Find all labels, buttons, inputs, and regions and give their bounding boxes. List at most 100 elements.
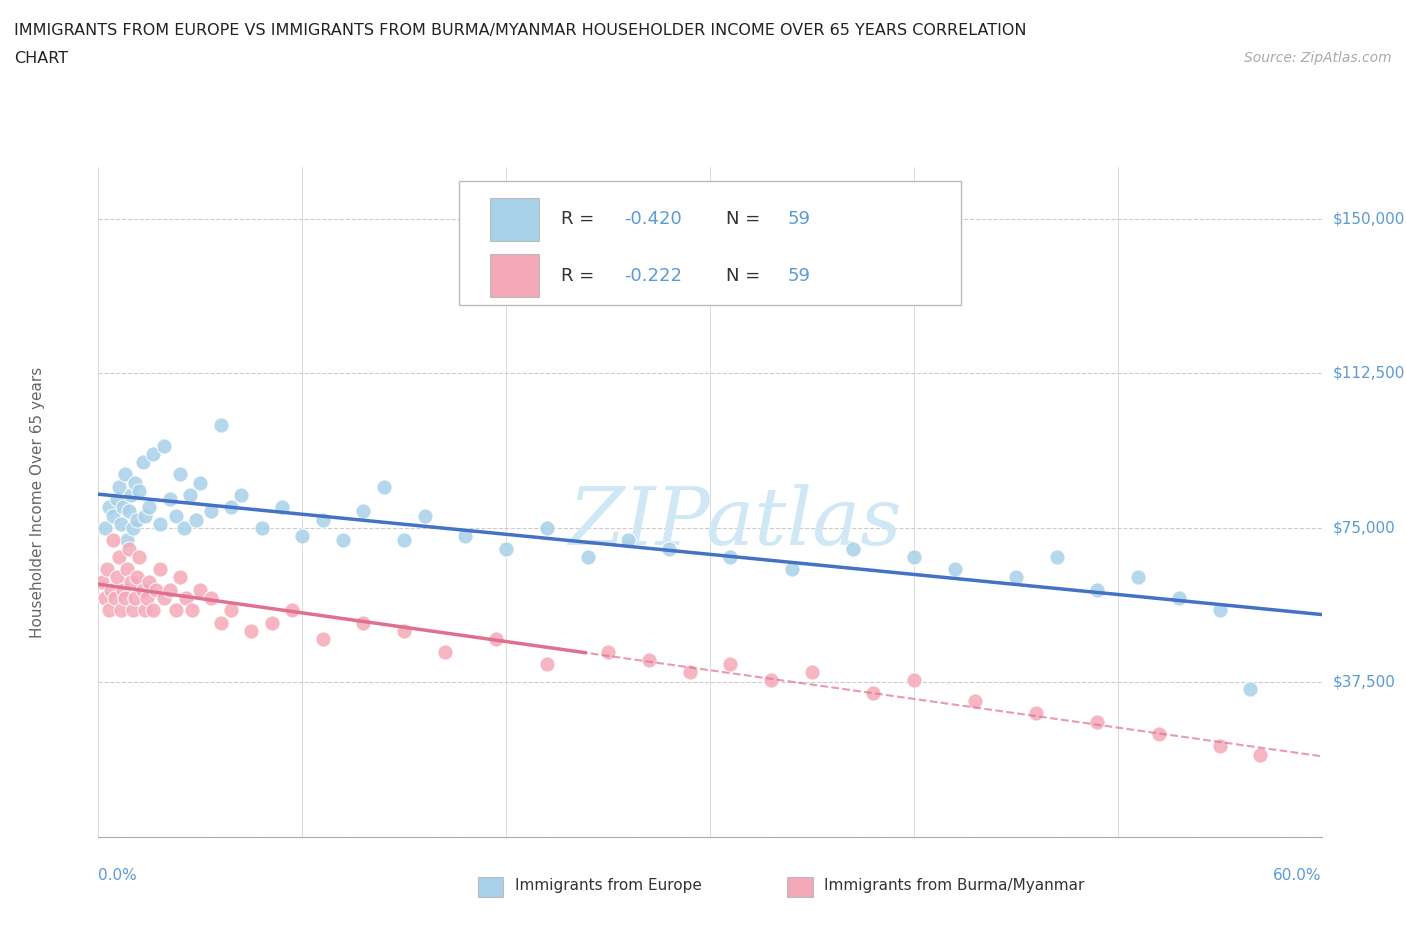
Point bbox=[93, 591, 115, 605]
Point bbox=[138, 574, 160, 589]
Point bbox=[134, 508, 156, 523]
Text: N =: N = bbox=[725, 267, 766, 285]
Point bbox=[134, 603, 156, 618]
Point bbox=[862, 685, 884, 700]
Text: CHART: CHART bbox=[14, 51, 67, 66]
Point bbox=[1167, 591, 1189, 605]
Point bbox=[165, 603, 187, 618]
Point bbox=[110, 603, 132, 618]
Point bbox=[132, 582, 155, 597]
Point bbox=[231, 487, 253, 502]
Text: 60.0%: 60.0% bbox=[1274, 868, 1322, 883]
Point bbox=[188, 475, 212, 490]
Point bbox=[312, 631, 335, 646]
Point bbox=[174, 591, 197, 605]
Point bbox=[114, 467, 136, 482]
Point bbox=[209, 616, 232, 631]
Text: $150,000: $150,000 bbox=[1333, 211, 1405, 226]
Text: N =: N = bbox=[725, 210, 766, 228]
Point bbox=[761, 673, 783, 688]
Point bbox=[943, 562, 966, 577]
Point bbox=[903, 673, 925, 688]
Text: Source: ZipAtlas.com: Source: ZipAtlas.com bbox=[1244, 51, 1392, 65]
Text: $37,500: $37,500 bbox=[1333, 675, 1396, 690]
Text: Householder Income Over 65 years: Householder Income Over 65 years bbox=[30, 366, 45, 638]
Point bbox=[159, 582, 181, 597]
Point bbox=[1209, 603, 1232, 618]
Point bbox=[637, 652, 661, 667]
Point bbox=[188, 582, 212, 597]
Point bbox=[173, 521, 195, 536]
Point bbox=[1085, 582, 1108, 597]
Point bbox=[108, 479, 131, 494]
FancyBboxPatch shape bbox=[460, 180, 960, 305]
Point bbox=[181, 603, 204, 618]
Point bbox=[617, 533, 640, 548]
Point bbox=[108, 550, 131, 565]
Point bbox=[373, 479, 395, 494]
Point bbox=[169, 467, 191, 482]
Point bbox=[679, 665, 702, 680]
Point bbox=[93, 521, 115, 536]
Point bbox=[138, 500, 160, 515]
Text: -0.420: -0.420 bbox=[624, 210, 682, 228]
Text: 59: 59 bbox=[787, 210, 810, 228]
Point bbox=[1045, 550, 1069, 565]
Point bbox=[332, 533, 354, 548]
Text: R =: R = bbox=[561, 210, 600, 228]
Point bbox=[454, 529, 477, 544]
Point bbox=[122, 521, 145, 536]
Point bbox=[104, 591, 127, 605]
Point bbox=[392, 623, 416, 638]
Text: Immigrants from Burma/Myanmar: Immigrants from Burma/Myanmar bbox=[824, 878, 1084, 893]
Point bbox=[127, 570, 149, 585]
Point bbox=[903, 550, 925, 565]
Point bbox=[97, 603, 120, 618]
Point bbox=[105, 492, 128, 507]
Point bbox=[152, 591, 174, 605]
Point bbox=[219, 500, 242, 515]
Point bbox=[91, 574, 114, 589]
Point bbox=[1209, 739, 1232, 754]
Point bbox=[260, 616, 283, 631]
Point bbox=[1249, 747, 1271, 762]
Point bbox=[149, 516, 172, 531]
Point bbox=[841, 541, 863, 556]
Text: $75,000: $75,000 bbox=[1333, 521, 1396, 536]
Point bbox=[434, 644, 457, 659]
Point bbox=[392, 533, 416, 548]
Text: 59: 59 bbox=[787, 267, 810, 285]
Point bbox=[128, 484, 150, 498]
Point bbox=[186, 512, 208, 527]
Point bbox=[495, 541, 517, 556]
Point bbox=[152, 438, 174, 453]
Point bbox=[142, 446, 165, 461]
Point bbox=[658, 541, 681, 556]
Point bbox=[145, 582, 167, 597]
Point bbox=[142, 603, 165, 618]
Point bbox=[118, 504, 141, 519]
Text: IMMIGRANTS FROM EUROPE VS IMMIGRANTS FROM BURMA/MYANMAR HOUSEHOLDER INCOME OVER : IMMIGRANTS FROM EUROPE VS IMMIGRANTS FRO… bbox=[14, 23, 1026, 38]
Point bbox=[312, 512, 335, 527]
Text: -0.222: -0.222 bbox=[624, 267, 682, 285]
Point bbox=[1128, 570, 1150, 585]
Text: ZIPatlas: ZIPatlas bbox=[568, 484, 901, 561]
Point bbox=[136, 591, 159, 605]
Point bbox=[1147, 726, 1170, 741]
Point bbox=[96, 562, 118, 577]
Point bbox=[149, 562, 172, 577]
Point bbox=[165, 508, 187, 523]
Point bbox=[122, 603, 145, 618]
Point bbox=[118, 541, 141, 556]
Point bbox=[115, 562, 138, 577]
Point bbox=[124, 475, 146, 490]
Point bbox=[1085, 714, 1108, 729]
Point bbox=[97, 500, 120, 515]
Point bbox=[413, 508, 436, 523]
Point bbox=[115, 533, 138, 548]
Text: 0.0%: 0.0% bbox=[98, 868, 138, 883]
Point bbox=[250, 521, 273, 536]
Point bbox=[120, 574, 142, 589]
Point bbox=[485, 631, 508, 646]
Point bbox=[801, 665, 824, 680]
